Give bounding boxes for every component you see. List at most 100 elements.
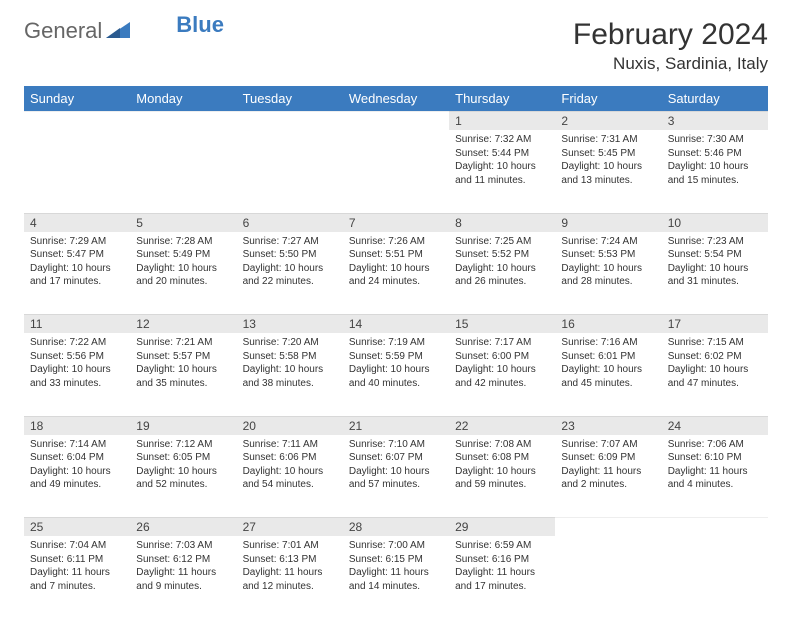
day-number-cell: 28 bbox=[343, 518, 449, 537]
day-content-cell: Sunrise: 7:32 AMSunset: 5:44 PMDaylight:… bbox=[449, 130, 555, 213]
daylight-line: Daylight: 11 hours and 17 minutes. bbox=[455, 566, 549, 593]
day-header-row: Sunday Monday Tuesday Wednesday Thursday… bbox=[24, 86, 768, 112]
day-header: Saturday bbox=[662, 86, 768, 112]
day-content-cell: Sunrise: 7:16 AMSunset: 6:01 PMDaylight:… bbox=[555, 333, 661, 416]
day-content-cell: Sunrise: 7:20 AMSunset: 5:58 PMDaylight:… bbox=[237, 333, 343, 416]
sunset-line: Sunset: 5:45 PM bbox=[561, 147, 655, 161]
location: Nuxis, Sardinia, Italy bbox=[573, 54, 768, 74]
sunset-line: Sunset: 5:44 PM bbox=[455, 147, 549, 161]
sunset-line: Sunset: 6:15 PM bbox=[349, 553, 443, 567]
day-content-cell: Sunrise: 7:29 AMSunset: 5:47 PMDaylight:… bbox=[24, 232, 130, 315]
daylight-line: Daylight: 10 hours and 24 minutes. bbox=[349, 262, 443, 289]
day-header: Tuesday bbox=[237, 86, 343, 112]
sunset-line: Sunset: 5:46 PM bbox=[668, 147, 762, 161]
sunrise-line: Sunrise: 7:23 AM bbox=[668, 235, 762, 249]
logo-text-1: General bbox=[24, 18, 102, 44]
sunrise-line: Sunrise: 7:22 AM bbox=[30, 336, 124, 350]
header: General Blue February 2024 Nuxis, Sardin… bbox=[24, 18, 768, 74]
sunrise-line: Sunrise: 7:32 AM bbox=[455, 133, 549, 147]
daylight-line: Daylight: 10 hours and 11 minutes. bbox=[455, 160, 549, 187]
day-content-row: Sunrise: 7:22 AMSunset: 5:56 PMDaylight:… bbox=[24, 333, 768, 416]
daylight-line: Daylight: 11 hours and 14 minutes. bbox=[349, 566, 443, 593]
day-content-cell: Sunrise: 7:15 AMSunset: 6:02 PMDaylight:… bbox=[662, 333, 768, 416]
day-content-cell bbox=[237, 130, 343, 213]
sunrise-line: Sunrise: 7:27 AM bbox=[243, 235, 337, 249]
daylight-line: Daylight: 10 hours and 45 minutes. bbox=[561, 363, 655, 390]
day-content-cell: Sunrise: 7:00 AMSunset: 6:15 PMDaylight:… bbox=[343, 536, 449, 619]
sunset-line: Sunset: 5:59 PM bbox=[349, 350, 443, 364]
day-header: Friday bbox=[555, 86, 661, 112]
sunrise-line: Sunrise: 7:16 AM bbox=[561, 336, 655, 350]
sunset-line: Sunset: 5:51 PM bbox=[349, 248, 443, 262]
day-number-cell: 6 bbox=[237, 213, 343, 232]
day-header: Wednesday bbox=[343, 86, 449, 112]
daylight-line: Daylight: 10 hours and 31 minutes. bbox=[668, 262, 762, 289]
sunrise-line: Sunrise: 7:08 AM bbox=[455, 438, 549, 452]
daylight-line: Daylight: 10 hours and 15 minutes. bbox=[668, 160, 762, 187]
sunrise-line: Sunrise: 7:25 AM bbox=[455, 235, 549, 249]
day-number-cell: 22 bbox=[449, 416, 555, 435]
daylight-line: Daylight: 10 hours and 33 minutes. bbox=[30, 363, 124, 390]
day-number-cell bbox=[555, 518, 661, 537]
day-number-cell: 10 bbox=[662, 213, 768, 232]
sunset-line: Sunset: 6:07 PM bbox=[349, 451, 443, 465]
day-content-cell: Sunrise: 7:24 AMSunset: 5:53 PMDaylight:… bbox=[555, 232, 661, 315]
sunrise-line: Sunrise: 7:29 AM bbox=[30, 235, 124, 249]
daylight-line: Daylight: 10 hours and 52 minutes. bbox=[136, 465, 230, 492]
sunrise-line: Sunrise: 7:15 AM bbox=[668, 336, 762, 350]
day-content-cell: Sunrise: 7:27 AMSunset: 5:50 PMDaylight:… bbox=[237, 232, 343, 315]
day-content-cell bbox=[130, 130, 236, 213]
day-content-cell: Sunrise: 7:28 AMSunset: 5:49 PMDaylight:… bbox=[130, 232, 236, 315]
day-content-row: Sunrise: 7:04 AMSunset: 6:11 PMDaylight:… bbox=[24, 536, 768, 619]
sunrise-line: Sunrise: 7:17 AM bbox=[455, 336, 549, 350]
day-content-cell: Sunrise: 7:25 AMSunset: 5:52 PMDaylight:… bbox=[449, 232, 555, 315]
day-content-row: Sunrise: 7:14 AMSunset: 6:04 PMDaylight:… bbox=[24, 435, 768, 518]
calendar-table: Sunday Monday Tuesday Wednesday Thursday… bbox=[24, 86, 768, 619]
daylight-line: Daylight: 11 hours and 2 minutes. bbox=[561, 465, 655, 492]
logo-text-2: Blue bbox=[176, 12, 224, 38]
sunset-line: Sunset: 5:53 PM bbox=[561, 248, 655, 262]
sunset-line: Sunset: 5:54 PM bbox=[668, 248, 762, 262]
sunset-line: Sunset: 6:12 PM bbox=[136, 553, 230, 567]
day-number-cell bbox=[237, 112, 343, 131]
day-number-cell: 12 bbox=[130, 315, 236, 334]
sunset-line: Sunset: 5:58 PM bbox=[243, 350, 337, 364]
day-content-cell: Sunrise: 7:26 AMSunset: 5:51 PMDaylight:… bbox=[343, 232, 449, 315]
sunrise-line: Sunrise: 7:12 AM bbox=[136, 438, 230, 452]
daylight-line: Daylight: 11 hours and 12 minutes. bbox=[243, 566, 337, 593]
day-header: Monday bbox=[130, 86, 236, 112]
daylight-line: Daylight: 10 hours and 59 minutes. bbox=[455, 465, 549, 492]
sunrise-line: Sunrise: 7:21 AM bbox=[136, 336, 230, 350]
day-number-cell: 4 bbox=[24, 213, 130, 232]
day-number-cell: 29 bbox=[449, 518, 555, 537]
daylight-line: Daylight: 10 hours and 47 minutes. bbox=[668, 363, 762, 390]
day-number-cell bbox=[343, 112, 449, 131]
day-number-cell: 3 bbox=[662, 112, 768, 131]
day-number-cell: 24 bbox=[662, 416, 768, 435]
day-number-row: 123 bbox=[24, 112, 768, 131]
daylight-line: Daylight: 11 hours and 4 minutes. bbox=[668, 465, 762, 492]
day-number-cell: 23 bbox=[555, 416, 661, 435]
sunset-line: Sunset: 6:04 PM bbox=[30, 451, 124, 465]
day-content-cell bbox=[24, 130, 130, 213]
daylight-line: Daylight: 10 hours and 17 minutes. bbox=[30, 262, 124, 289]
day-content-cell: Sunrise: 7:11 AMSunset: 6:06 PMDaylight:… bbox=[237, 435, 343, 518]
day-header: Thursday bbox=[449, 86, 555, 112]
sunrise-line: Sunrise: 7:30 AM bbox=[668, 133, 762, 147]
day-content-cell: Sunrise: 7:07 AMSunset: 6:09 PMDaylight:… bbox=[555, 435, 661, 518]
sunset-line: Sunset: 5:56 PM bbox=[30, 350, 124, 364]
day-number-cell: 13 bbox=[237, 315, 343, 334]
day-content-cell bbox=[662, 536, 768, 619]
day-content-cell: Sunrise: 7:17 AMSunset: 6:00 PMDaylight:… bbox=[449, 333, 555, 416]
day-content-cell: Sunrise: 7:23 AMSunset: 5:54 PMDaylight:… bbox=[662, 232, 768, 315]
daylight-line: Daylight: 11 hours and 9 minutes. bbox=[136, 566, 230, 593]
day-number-cell: 27 bbox=[237, 518, 343, 537]
day-content-cell: Sunrise: 7:30 AMSunset: 5:46 PMDaylight:… bbox=[662, 130, 768, 213]
sunset-line: Sunset: 5:47 PM bbox=[30, 248, 124, 262]
month-title: February 2024 bbox=[573, 18, 768, 52]
day-content-cell bbox=[555, 536, 661, 619]
sunset-line: Sunset: 5:50 PM bbox=[243, 248, 337, 262]
day-number-row: 18192021222324 bbox=[24, 416, 768, 435]
sunrise-line: Sunrise: 7:04 AM bbox=[30, 539, 124, 553]
daylight-line: Daylight: 10 hours and 49 minutes. bbox=[30, 465, 124, 492]
